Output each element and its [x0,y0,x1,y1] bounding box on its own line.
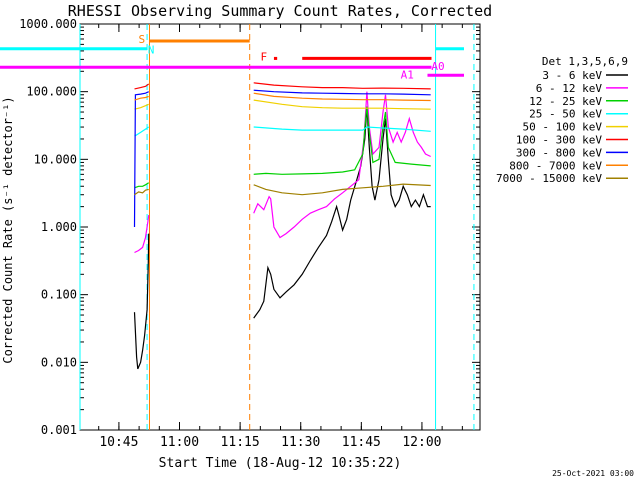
flag-label: F [261,51,268,64]
series-line [134,95,149,101]
series-line [253,106,431,319]
series-line [133,91,149,228]
series-line [134,188,149,196]
legend-title: Det 1,3,5,6,9 [542,55,628,68]
legend-label: 800 - 7000 keV [509,159,602,172]
series-line [134,83,150,90]
y-axis-label: Corrected Count Rate (s⁻¹ detector⁻¹) [1,96,15,363]
series-line [253,89,431,96]
legend-label: 3 - 6 keV [542,69,602,82]
x-tick-label: 11:00 [160,435,199,450]
series-line [134,103,149,110]
x-tick-label: 11:15 [221,435,260,450]
legend-label: 25 - 50 keV [529,108,602,121]
y-tick-label: 1.000 [41,220,77,234]
footer-timestamp: 25-Oct-2021 03:00 [552,469,634,478]
series-line [253,106,431,175]
legend-label: 50 - 100 keV [523,121,603,134]
flag-label: S [139,33,146,46]
flag-label: A0 [431,60,444,73]
x-tick-label: 11:45 [342,435,381,450]
x-tick-label: 11:30 [281,435,320,450]
legend-label: 12 - 25 keV [529,95,602,108]
series-line [133,233,150,370]
legend-label: 7000 - 15000 keV [496,172,602,185]
flag-label: A1 [401,68,414,81]
series-line [253,82,431,90]
series-line [253,126,431,132]
series-line [134,215,150,254]
series-line [134,126,150,137]
series-line [253,92,431,102]
legend-label: 6 - 12 keV [536,82,603,95]
x-tick-label: 12:00 [402,435,441,450]
y-tick-label: 10.000 [34,152,77,166]
x-axis-label: Start Time (18-Aug-12 10:35:22) [159,456,402,471]
series-line [134,182,150,189]
y-tick-label: 0.001 [41,423,77,437]
y-tick-label: 1000.000 [19,17,77,31]
y-tick-label: 0.100 [41,288,77,302]
series-line [253,99,431,110]
flag-label: N [148,43,155,56]
y-tick-label: 0.010 [41,355,77,369]
chart-title: RHESSI Observing Summary Count Rates, Co… [68,2,492,20]
legend-label: 300 - 800 keV [516,146,602,159]
series-line [253,183,431,196]
y-tick-label: 100.000 [26,85,77,99]
series-line [253,91,431,239]
legend-label: 100 - 300 keV [516,134,602,147]
x-tick-label: 10:45 [99,435,138,450]
